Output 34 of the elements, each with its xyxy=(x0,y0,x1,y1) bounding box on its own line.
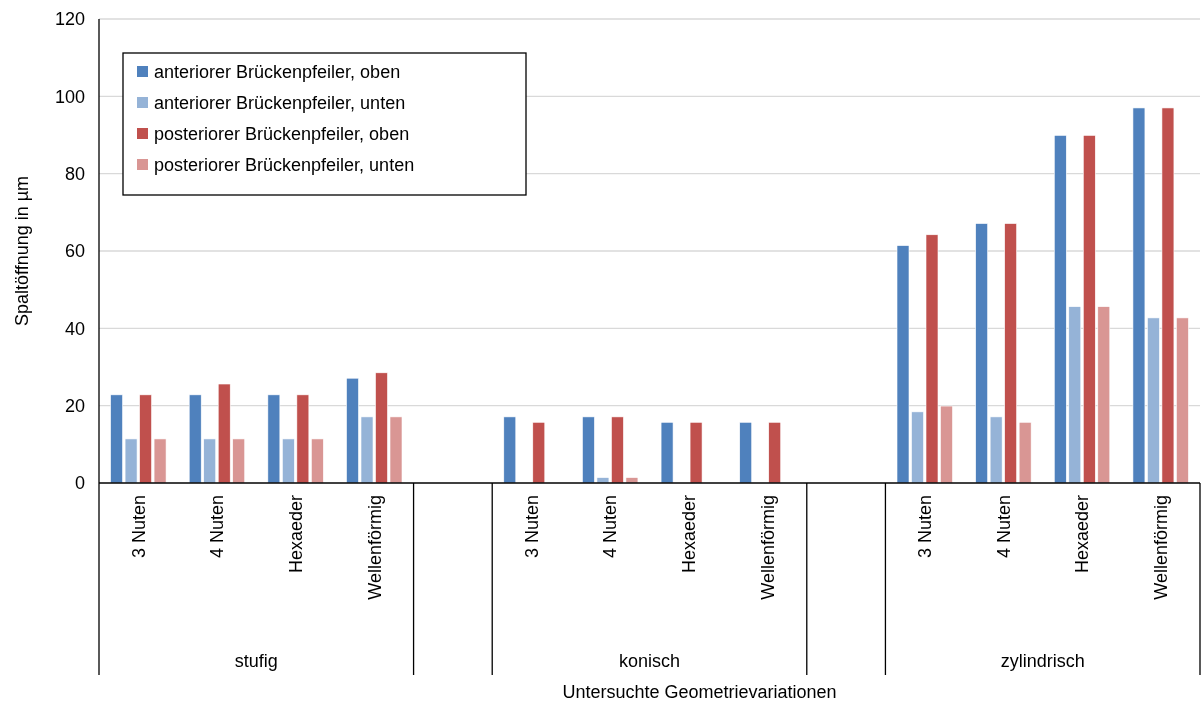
legend-label: posteriorer Brückenpfeiler, unten xyxy=(154,155,415,176)
bar xyxy=(689,421,703,484)
x-tick-label: Wellenförmig xyxy=(757,495,778,600)
text: zylindrisch xyxy=(1000,651,1085,672)
x-tick-label: 3 Nuten xyxy=(521,495,542,559)
x-tick-label: 4 Nuten xyxy=(993,495,1014,559)
bar xyxy=(768,421,782,484)
bar xyxy=(660,421,674,484)
y-tick-label: 100 xyxy=(54,86,85,107)
y-tick-label: 20 xyxy=(64,395,85,416)
x-tick-label: 4 Nuten xyxy=(600,495,621,559)
y-tick-label: 60 xyxy=(64,241,85,262)
x-axis-title: Untersuchte Geometrievariationen xyxy=(562,682,837,703)
y-axis-title: Spaltöffnung in µm xyxy=(12,175,33,327)
x-tick-label: Hexaeder xyxy=(1072,494,1093,574)
x-tick-label: Hexaeder xyxy=(285,494,306,574)
bar xyxy=(739,421,753,484)
x-tick-label: Wellenförmig xyxy=(1150,495,1171,600)
legend-label: posteriorer Brückenpfeiler, oben xyxy=(154,124,410,145)
text: stufig xyxy=(234,651,278,672)
y-tick-label: 80 xyxy=(64,163,85,184)
bar xyxy=(503,416,517,484)
x-tick-label: 3 Nuten xyxy=(128,495,149,559)
y-tick-label: 0 xyxy=(74,473,85,494)
legend-label: anteriorer Brückenpfeiler, unten xyxy=(154,93,406,114)
x-tick-label: Hexaeder xyxy=(679,494,700,574)
bar xyxy=(532,421,546,484)
text: konisch xyxy=(618,651,681,672)
legend-label: anteriorer Brückenpfeiler, oben xyxy=(154,62,401,83)
x-tick-label: 4 Nuten xyxy=(207,495,228,559)
x-tick-label: 3 Nuten xyxy=(915,495,936,559)
y-tick-label: 40 xyxy=(64,318,85,339)
x-tick-label: Wellenförmig xyxy=(364,495,385,600)
y-tick-label: 120 xyxy=(54,9,85,30)
